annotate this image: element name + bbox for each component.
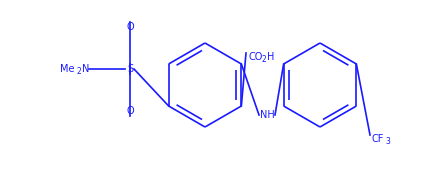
Text: Me: Me [60,64,74,74]
Text: 3: 3 [385,137,390,146]
Text: O: O [126,22,134,32]
Text: 2: 2 [76,66,81,76]
Text: O: O [126,106,134,116]
Text: CO: CO [248,52,262,62]
Text: CF: CF [372,134,385,144]
Text: H: H [267,52,275,62]
Text: N: N [82,64,89,74]
Text: 2: 2 [262,54,267,64]
Text: NH: NH [260,110,275,120]
Text: S: S [127,64,133,74]
